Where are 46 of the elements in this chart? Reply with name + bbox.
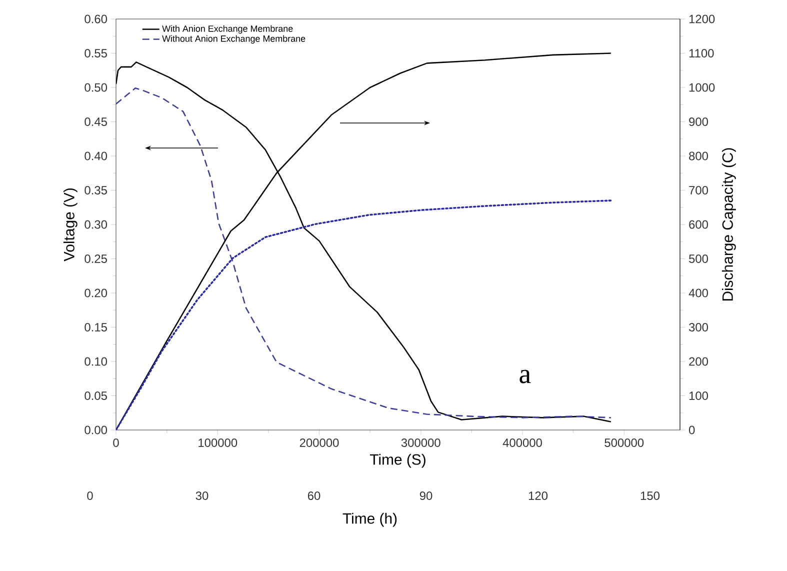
legend-label: With Anion Exchange Membrane [162, 25, 293, 34]
x2-tick-label: 60 [308, 492, 320, 500]
x-tick-label: 400000 [502, 438, 542, 447]
y2-tick-label: 900 [689, 118, 708, 126]
y2-tick-label: 700 [689, 186, 708, 194]
x-tick-label: 500000 [604, 438, 644, 447]
y-tick-label: 0.15 [84, 323, 107, 332]
y2-tick-label: 1200 [689, 14, 715, 24]
y2-tick-label: 200 [689, 357, 708, 366]
y2-tick-label: 400 [688, 288, 708, 298]
y2-tick-label: 1000 [689, 83, 715, 92]
y2-tick-label: 800 [689, 152, 708, 160]
x2-tick-label: 120 [528, 492, 548, 500]
x-tick-label: 200000 [300, 438, 339, 447]
legend-label: Without Anion Exchange Membrane [162, 35, 306, 44]
y-tick-label: 0.60 [84, 14, 108, 24]
y2-tick-label: 1100 [689, 49, 714, 58]
x2-axis-title: Time (h) [342, 512, 397, 527]
y-tick-label: 0.25 [84, 254, 107, 263]
x-axis-title: Time (S) [370, 454, 426, 468]
y-tick-label: 0.40 [84, 152, 108, 160]
x2-tick-label: 30 [196, 492, 208, 500]
y-tick-label: 0.55 [84, 49, 107, 58]
y2-tick-label: 0 [688, 426, 695, 434]
line-series [116, 200, 612, 430]
y2-tick-label: 500 [689, 254, 708, 263]
y-tick-label: 0.20 [84, 288, 108, 298]
y-tick-label: 0.10 [84, 357, 108, 366]
x2-tick-label: 90 [420, 492, 432, 500]
x-tick-label: 0 [113, 438, 119, 447]
x-tick-label: 300000 [401, 438, 440, 447]
y2-tick-label: 100 [689, 392, 708, 400]
y-tick-label: 0.35 [84, 186, 107, 194]
y-tick-label: 0.30 [84, 220, 108, 229]
y2-axis-title: Discharge Capacity (C) [722, 148, 736, 301]
y-tick-label: 0.45 [84, 118, 107, 126]
x-tick-label: 100000 [198, 438, 238, 447]
y-tick-label: 0.50 [84, 83, 108, 92]
y2-tick-label: 600 [689, 220, 708, 229]
y-tick-label: 0.00 [84, 426, 108, 434]
y-axis-title: Voltage (V) [63, 188, 78, 262]
x2-tick-label: 0 [87, 492, 93, 500]
annotation: a [520, 370, 531, 384]
y2-tick-label: 300 [688, 323, 708, 332]
y-tick-label: 0.05 [84, 392, 107, 400]
x2-tick-label: 150 [640, 492, 660, 500]
